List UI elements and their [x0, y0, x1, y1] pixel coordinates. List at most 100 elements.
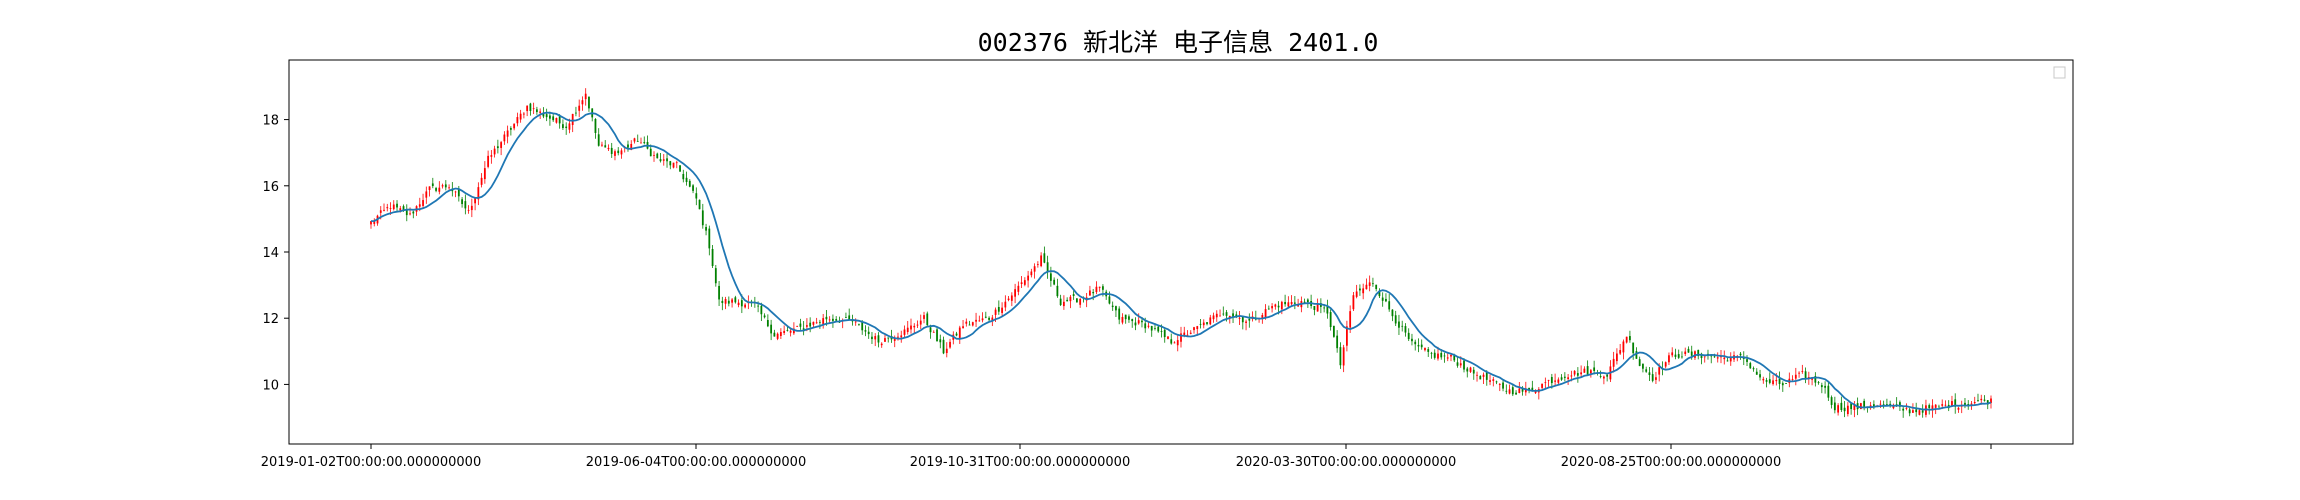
candle-body: [1069, 296, 1072, 302]
axes-ticks: 10 12 14 16 18 2019-01-02T00:00:00.000000000 2…: [261, 114, 1992, 470]
candle-body: [1043, 253, 1046, 263]
candle-body: [1023, 280, 1026, 285]
y-tick-label: 10: [262, 378, 279, 393]
candle-body: [1469, 367, 1472, 372]
candle-body: [708, 228, 711, 249]
candle-body: [1602, 376, 1605, 379]
candle-body: [701, 210, 704, 226]
candle-body: [705, 227, 707, 231]
candle-body: [1160, 331, 1163, 332]
candle-body: [1739, 353, 1742, 356]
candle-body: [1489, 380, 1491, 382]
candle-body: [1973, 402, 1976, 404]
candle-body: [1173, 342, 1176, 344]
candle-body: [454, 191, 457, 193]
candle-body: [1811, 377, 1813, 380]
candle-body: [1752, 368, 1755, 370]
candle-body: [1895, 404, 1898, 406]
candle-body: [1284, 301, 1286, 305]
candle-body: [1036, 264, 1039, 265]
candle-body: [1267, 308, 1270, 310]
candle-body: [1108, 296, 1111, 304]
candle-body: [392, 204, 395, 210]
candle-body: [1118, 308, 1121, 320]
candle-body: [864, 330, 867, 332]
candle-body: [1557, 379, 1560, 383]
candle-body: [1215, 313, 1218, 318]
candle-body: [1837, 405, 1840, 413]
candle-body: [1261, 315, 1264, 319]
candle-body: [1567, 377, 1570, 380]
candle-body: [1456, 362, 1459, 366]
candle-body: [968, 324, 971, 326]
candle-body: [1196, 326, 1199, 330]
candle-body: [1843, 407, 1846, 412]
candle-body: [757, 305, 760, 307]
candle-body: [1899, 402, 1901, 407]
candle-body: [1729, 357, 1732, 362]
candle-body: [802, 328, 805, 330]
candle-body: [1020, 282, 1023, 284]
candle-body: [1690, 351, 1693, 356]
candle-body: [949, 341, 951, 348]
candle-body: [1170, 339, 1173, 344]
candle-body: [1049, 273, 1052, 281]
candle-body: [1095, 286, 1098, 293]
candle-body: [1713, 356, 1716, 358]
candle-body: [1323, 307, 1326, 309]
candle-body: [496, 146, 499, 149]
candle-body: [1801, 371, 1804, 372]
candle-body: [438, 187, 441, 192]
y-tick-label: 14: [262, 246, 279, 261]
candle-body: [721, 300, 724, 304]
candle-body: [1209, 317, 1212, 325]
candle-body: [1892, 406, 1895, 409]
candle-body: [562, 124, 564, 129]
candle-body: [871, 336, 873, 340]
candle-body: [1583, 368, 1586, 373]
candle-body: [1004, 301, 1007, 308]
candle-body: [1951, 401, 1953, 406]
candle-body: [1329, 312, 1332, 328]
candle-body: [490, 155, 493, 157]
candle-body: [714, 268, 717, 284]
candle-body: [545, 114, 548, 118]
candle-body: [1463, 360, 1465, 370]
candle-body: [1349, 311, 1352, 328]
candle-body: [1424, 347, 1426, 351]
candle-body: [640, 142, 642, 144]
candle-body: [1931, 405, 1934, 411]
candle-body: [1655, 377, 1657, 380]
candle-body: [643, 142, 646, 144]
candle-body: [1111, 305, 1114, 308]
candle-body: [555, 118, 558, 123]
candle-body: [711, 248, 714, 267]
candle-body: [913, 325, 916, 328]
candle-body: [1332, 325, 1335, 337]
candle-body: [1440, 352, 1443, 358]
candle-body: [1450, 354, 1452, 357]
candle-body: [1642, 363, 1644, 369]
candle-body: [698, 199, 701, 210]
candle-body: [1346, 326, 1348, 346]
candle-body: [1053, 279, 1056, 285]
candle-body: [1212, 315, 1215, 320]
candle-body: [766, 319, 769, 327]
x-tick-label: 2020-03-30T00:00:00.000000000: [1236, 455, 1456, 470]
candle-body: [1648, 372, 1651, 376]
candle-body: [1339, 347, 1342, 366]
candle-body: [1147, 325, 1150, 327]
candle-body: [610, 147, 613, 154]
candle-body: [1720, 356, 1722, 358]
candle-body: [1599, 376, 1602, 377]
candle-body: [1521, 388, 1524, 392]
candle-body: [1723, 357, 1726, 360]
candle-body: [1293, 302, 1296, 304]
candle-body: [1062, 301, 1065, 307]
candle-body: [1375, 284, 1378, 290]
candle-body: [1066, 299, 1069, 302]
candle-body: [672, 162, 675, 168]
candle-body: [1365, 284, 1368, 290]
candle-body: [1150, 326, 1153, 331]
candle-body: [1437, 353, 1439, 359]
